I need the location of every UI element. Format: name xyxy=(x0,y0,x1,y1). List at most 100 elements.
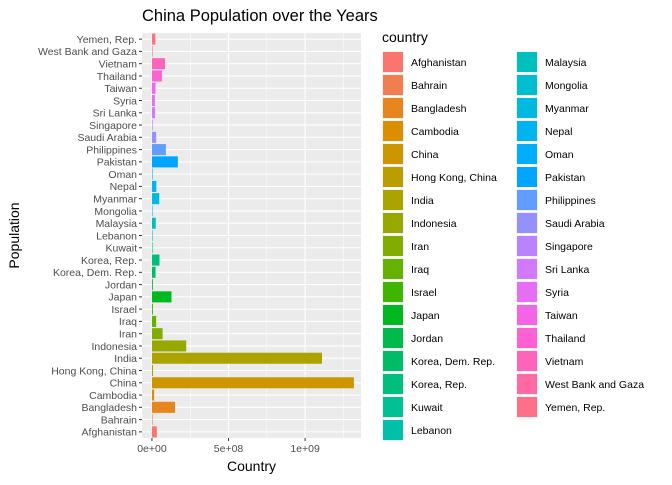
bar-oman xyxy=(151,168,153,180)
y-tick-label: Korea, Rep. xyxy=(81,255,137,267)
legend-swatch-hong-kong-china xyxy=(383,167,403,187)
legend-swatch-japan xyxy=(383,305,403,325)
bar-syria xyxy=(151,94,155,107)
bar-jordan xyxy=(151,279,153,291)
bar-india xyxy=(151,352,323,364)
bar-china xyxy=(151,377,354,389)
legend-label-thailand: Thailand xyxy=(545,333,585,345)
y-axis-ticks: AfghanistanBahrainBangladeshCambodiaChin… xyxy=(38,34,142,439)
legend-label-syria: Syria xyxy=(545,287,569,299)
legend-label-hong-kong-china: Hong Kong, China xyxy=(411,172,497,184)
bar-iran xyxy=(151,328,163,340)
legend-label-india: India xyxy=(411,195,434,207)
legend-swatch-syria xyxy=(517,282,537,302)
bar-singapore xyxy=(151,119,153,131)
bar-taiwan xyxy=(151,82,156,94)
bar-thailand xyxy=(151,70,162,82)
legend-label-malaysia: Malaysia xyxy=(545,57,587,69)
legend-label-taiwan: Taiwan xyxy=(545,310,578,322)
y-tick-label: Bahrain xyxy=(101,414,137,426)
legend-swatch-west-bank-and-gaza xyxy=(517,374,537,394)
legend-label-yemen-rep: Yemen, Rep. xyxy=(545,402,605,414)
legend-label-mongolia: Mongolia xyxy=(545,80,588,92)
bar-bahrain xyxy=(151,414,153,426)
bars xyxy=(151,33,354,438)
y-tick-label: Iraq xyxy=(119,316,137,328)
legend-label-kuwait: Kuwait xyxy=(411,402,443,414)
y-tick-label: Nepal xyxy=(110,181,137,193)
legend-swatch-lebanon xyxy=(383,420,403,440)
legend: Afghanistan Bahrain Bangladesh Cambodia Chin… xyxy=(382,51,644,441)
y-tick-label: Sri Lanka xyxy=(93,108,138,120)
y-tick-label: Pakistan xyxy=(97,157,137,169)
y-tick-label: Malaysia xyxy=(96,218,138,230)
y-tick-label: Korea, Dem. Rep. xyxy=(53,267,137,279)
legend-label-pakistan: Pakistan xyxy=(545,172,585,184)
bar-yemen-rep xyxy=(151,33,156,45)
legend-swatch-jordan xyxy=(383,328,403,348)
legend-label-iraq: Iraq xyxy=(411,264,429,276)
legend-swatch-myanmar xyxy=(517,98,537,118)
legend-swatch-thailand xyxy=(517,328,537,348)
legend-swatch-kuwait xyxy=(383,397,403,417)
y-tick-label: Afghanistan xyxy=(82,427,138,439)
bar-nepal xyxy=(151,180,157,192)
y-tick-label: Cambodia xyxy=(89,390,137,402)
legend-swatch-korea-rep xyxy=(383,374,403,394)
legend-swatch-china xyxy=(383,144,403,164)
legend-swatch-korea-dem-rep xyxy=(383,351,403,371)
legend-swatch-bangladesh xyxy=(383,98,403,118)
bar-afghanistan xyxy=(151,426,157,438)
bar-hong-kong-china xyxy=(151,364,154,377)
legend-label-vietnam: Vietnam xyxy=(545,356,584,368)
x-tick-label: 0e+00 xyxy=(137,443,167,455)
bar-pakistan xyxy=(151,156,178,168)
legend-swatch-singapore xyxy=(517,236,537,256)
y-tick-label: Saudi Arabia xyxy=(77,132,137,144)
legend-swatch-pakistan xyxy=(517,167,537,187)
y-tick-label: Israel xyxy=(111,304,137,316)
legend-swatch-taiwan xyxy=(517,305,537,325)
y-tick-label: Thailand xyxy=(97,71,137,83)
y-tick-label: Vietnam xyxy=(99,58,138,70)
y-tick-label: China xyxy=(110,378,138,390)
bar-iraq xyxy=(151,315,157,327)
y-tick-label: Kuwait xyxy=(105,243,137,255)
legend-label-korea-dem-rep: Korea, Dem. Rep. xyxy=(411,356,495,368)
legend-label-myanmar: Myanmar xyxy=(545,103,589,115)
legend-label-indonesia: Indonesia xyxy=(411,218,457,230)
bar-philippines xyxy=(151,144,166,156)
bar-lebanon xyxy=(151,229,153,242)
y-tick-label: Singapore xyxy=(89,120,137,132)
legend-swatch-yemen-rep xyxy=(517,397,537,417)
legend-label-nepal: Nepal xyxy=(545,126,572,138)
x-axis-label: Country xyxy=(227,458,276,474)
legend-swatch-india xyxy=(383,190,403,210)
bar-kuwait xyxy=(151,242,153,254)
legend-swatch-vietnam xyxy=(517,351,537,371)
legend-swatch-afghanistan xyxy=(383,52,403,72)
y-tick-label: Taiwan xyxy=(104,83,137,95)
bar-vietnam xyxy=(151,58,166,70)
legend-swatch-iran xyxy=(383,236,403,256)
y-tick-label: Jordan xyxy=(105,279,137,291)
legend-swatch-iraq xyxy=(383,259,403,279)
y-tick-label: Lebanon xyxy=(96,230,137,242)
legend-label-bangladesh: Bangladesh xyxy=(411,103,467,115)
legend-swatch-malaysia xyxy=(517,52,537,72)
bar-korea-dem-rep xyxy=(151,266,156,278)
y-tick-label: Oman xyxy=(108,169,137,181)
legend-label-israel: Israel xyxy=(411,287,437,299)
y-tick-label: Hong Kong, China xyxy=(51,365,137,377)
legend-swatch-saudi-arabia xyxy=(517,213,537,233)
y-tick-label: Syria xyxy=(113,95,137,107)
legend-label-afghanistan: Afghanistan xyxy=(411,57,467,69)
y-tick-label: India xyxy=(114,353,137,365)
bar-west-bank-and-gaza xyxy=(151,45,153,57)
legend-label-lebanon: Lebanon xyxy=(411,425,452,437)
legend-swatch-bahrain xyxy=(383,75,403,95)
bar-cambodia xyxy=(151,389,155,401)
bar-korea-rep xyxy=(151,254,160,266)
bar-israel xyxy=(151,303,153,315)
bar-sri-lanka xyxy=(151,107,156,119)
